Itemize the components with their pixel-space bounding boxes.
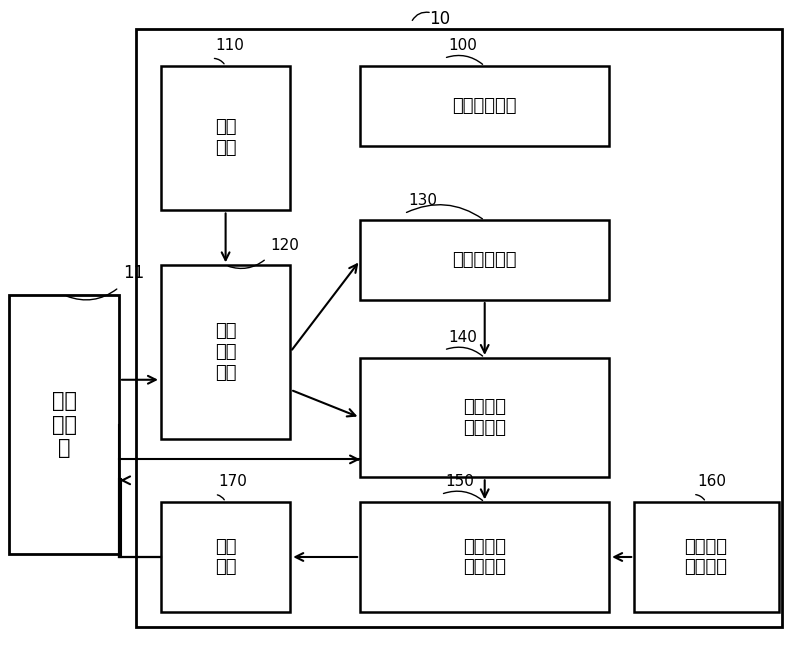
Bar <box>161 502 290 612</box>
Bar <box>161 266 290 439</box>
Text: 译码
模块: 译码 模块 <box>215 537 236 576</box>
Text: 条空边界
处理模块: 条空边界 处理模块 <box>463 398 506 437</box>
Text: 边界
识别
模块: 边界 识别 模块 <box>215 322 236 382</box>
Text: 符号字符
提取模块: 符号字符 提取模块 <box>463 537 506 576</box>
Text: 120: 120 <box>270 238 299 253</box>
Text: 扫描
模块: 扫描 模块 <box>215 118 236 157</box>
Text: 10: 10 <box>430 10 450 28</box>
Bar <box>360 220 610 300</box>
Text: 方向计算模块: 方向计算模块 <box>453 251 517 269</box>
Text: 110: 110 <box>216 38 245 53</box>
Text: 150: 150 <box>445 474 474 489</box>
Text: 140: 140 <box>448 330 477 345</box>
Bar <box>136 29 782 627</box>
Bar <box>360 66 610 146</box>
Bar <box>10 295 119 554</box>
Text: 170: 170 <box>218 474 247 489</box>
Bar <box>360 358 610 477</box>
Text: 130: 130 <box>408 194 437 209</box>
Bar <box>360 502 610 612</box>
Text: 11: 11 <box>123 264 144 282</box>
Bar <box>161 66 290 211</box>
Text: 状态控制模块: 状态控制模块 <box>453 97 517 115</box>
Text: 100: 100 <box>448 38 477 53</box>
Bar <box>634 502 778 612</box>
Text: 数据
存储
器: 数据 存储 器 <box>52 391 77 458</box>
Text: 符号参数
识别模块: 符号参数 识别模块 <box>685 537 727 576</box>
Text: 160: 160 <box>697 474 726 489</box>
